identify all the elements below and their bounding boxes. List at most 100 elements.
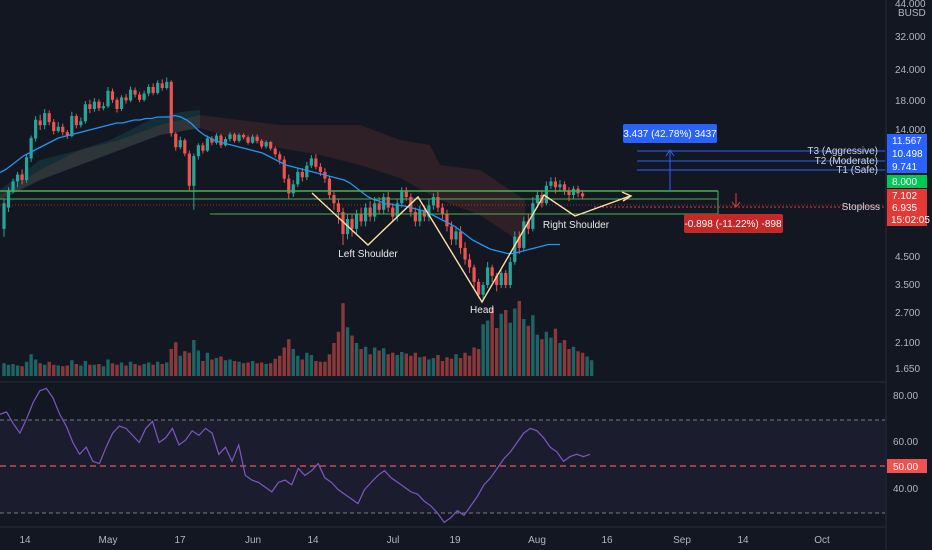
candle-body[interactable] [83,104,87,122]
candle-body[interactable] [287,178,291,194]
candle-body[interactable] [495,275,499,285]
candle-body[interactable] [52,122,56,132]
candle-body[interactable] [427,205,431,217]
candle-body[interactable] [273,148,277,155]
candle-body[interactable] [431,197,435,206]
candle-body[interactable] [571,188,576,195]
candle-body[interactable] [490,267,494,276]
candle-body[interactable] [151,86,155,93]
candle-body[interactable] [61,126,65,133]
candle-body[interactable] [178,140,182,148]
candle-body[interactable] [25,157,29,181]
candle-body[interactable] [318,166,322,172]
candle-body[interactable] [504,272,508,285]
candle-body[interactable] [183,140,187,154]
candle-body[interactable] [201,145,205,151]
candle-body[interactable] [128,89,133,101]
candle-body[interactable] [133,90,137,95]
candle-body[interactable] [205,138,209,151]
candle-body[interactable] [156,82,160,93]
candle-body[interactable] [580,193,585,197]
candle-body[interactable] [354,214,359,229]
candle-body[interactable] [508,262,512,285]
candle-body[interactable] [517,236,521,248]
candle-body[interactable] [74,116,78,126]
candle-body[interactable] [553,181,558,188]
candle-body[interactable] [336,203,341,213]
candle-body[interactable] [79,121,83,126]
candle-body[interactable] [269,142,273,149]
candle-body[interactable] [449,226,454,240]
candle-body[interactable] [499,272,503,285]
candle-body[interactable] [404,190,408,198]
candle-body[interactable] [15,174,20,182]
candle-body[interactable] [101,106,106,109]
candle-body[interactable] [251,136,255,143]
candle-body[interactable] [562,184,567,191]
candle-body[interactable] [467,259,472,268]
candle-body[interactable] [314,158,318,167]
candle-body[interactable] [20,174,24,181]
candle-body[interactable] [386,197,390,208]
candle-body[interactable] [391,207,395,217]
candle-body[interactable] [291,184,295,194]
candle-body[interactable] [34,119,38,139]
candle-body[interactable] [327,178,332,195]
candle-body[interactable] [147,86,151,94]
candle-body[interactable] [422,209,426,217]
candle-body[interactable] [341,212,345,235]
candle-body[interactable] [567,190,571,195]
candle-body[interactable] [237,134,241,141]
candle-body[interactable] [400,190,404,204]
candle-body[interactable] [377,203,381,210]
candle-body[interactable] [309,158,313,166]
candle-body[interactable] [544,185,548,204]
candle-body[interactable] [43,113,47,126]
candle-body[interactable] [138,94,142,100]
candle-body[interactable] [477,281,481,295]
candle-body[interactable] [395,203,399,217]
candle-body[interactable] [413,212,417,222]
candle-body[interactable] [192,156,196,186]
candle-body[interactable] [359,214,363,222]
candle-body[interactable] [373,203,377,217]
candle-body[interactable] [246,137,250,143]
candle-body[interactable] [463,247,467,260]
candle-body[interactable] [92,101,96,109]
candle-body[interactable] [160,83,164,89]
candle-body[interactable] [241,134,246,138]
candle-body[interactable] [119,97,124,109]
candle-body[interactable] [115,99,119,109]
candle-body[interactable] [124,97,128,101]
candle-body[interactable] [531,203,535,229]
candle-body[interactable] [296,171,300,185]
candle-body[interactable] [65,132,69,137]
candle-body[interactable] [11,181,15,192]
candle-body[interactable] [454,231,458,240]
candle-body[interactable] [110,91,115,100]
candle-body[interactable] [264,142,268,147]
candle-body[interactable] [481,285,485,295]
candle-body[interactable] [169,81,173,134]
candle-body[interactable] [526,221,530,229]
candle-body[interactable] [472,267,476,282]
candle-body[interactable] [549,181,553,186]
candle-body[interactable] [350,218,354,229]
candle-body[interactable] [106,90,110,107]
candle-body[interactable] [558,184,562,188]
candle-body[interactable] [300,171,304,178]
candle-body[interactable] [255,136,259,141]
candle-body[interactable] [97,101,101,109]
candle-body[interactable] [232,134,237,141]
candle-body[interactable] [368,207,372,217]
candle-body[interactable] [522,221,526,248]
candle-body[interactable] [219,135,223,146]
candle-body[interactable] [29,137,33,159]
candle-body[interactable] [486,267,490,285]
candle-body[interactable] [260,140,264,147]
candle-body[interactable] [88,104,92,109]
candle-body[interactable] [38,120,42,126]
candle-body[interactable] [418,209,422,222]
candle-body[interactable] [445,214,449,227]
